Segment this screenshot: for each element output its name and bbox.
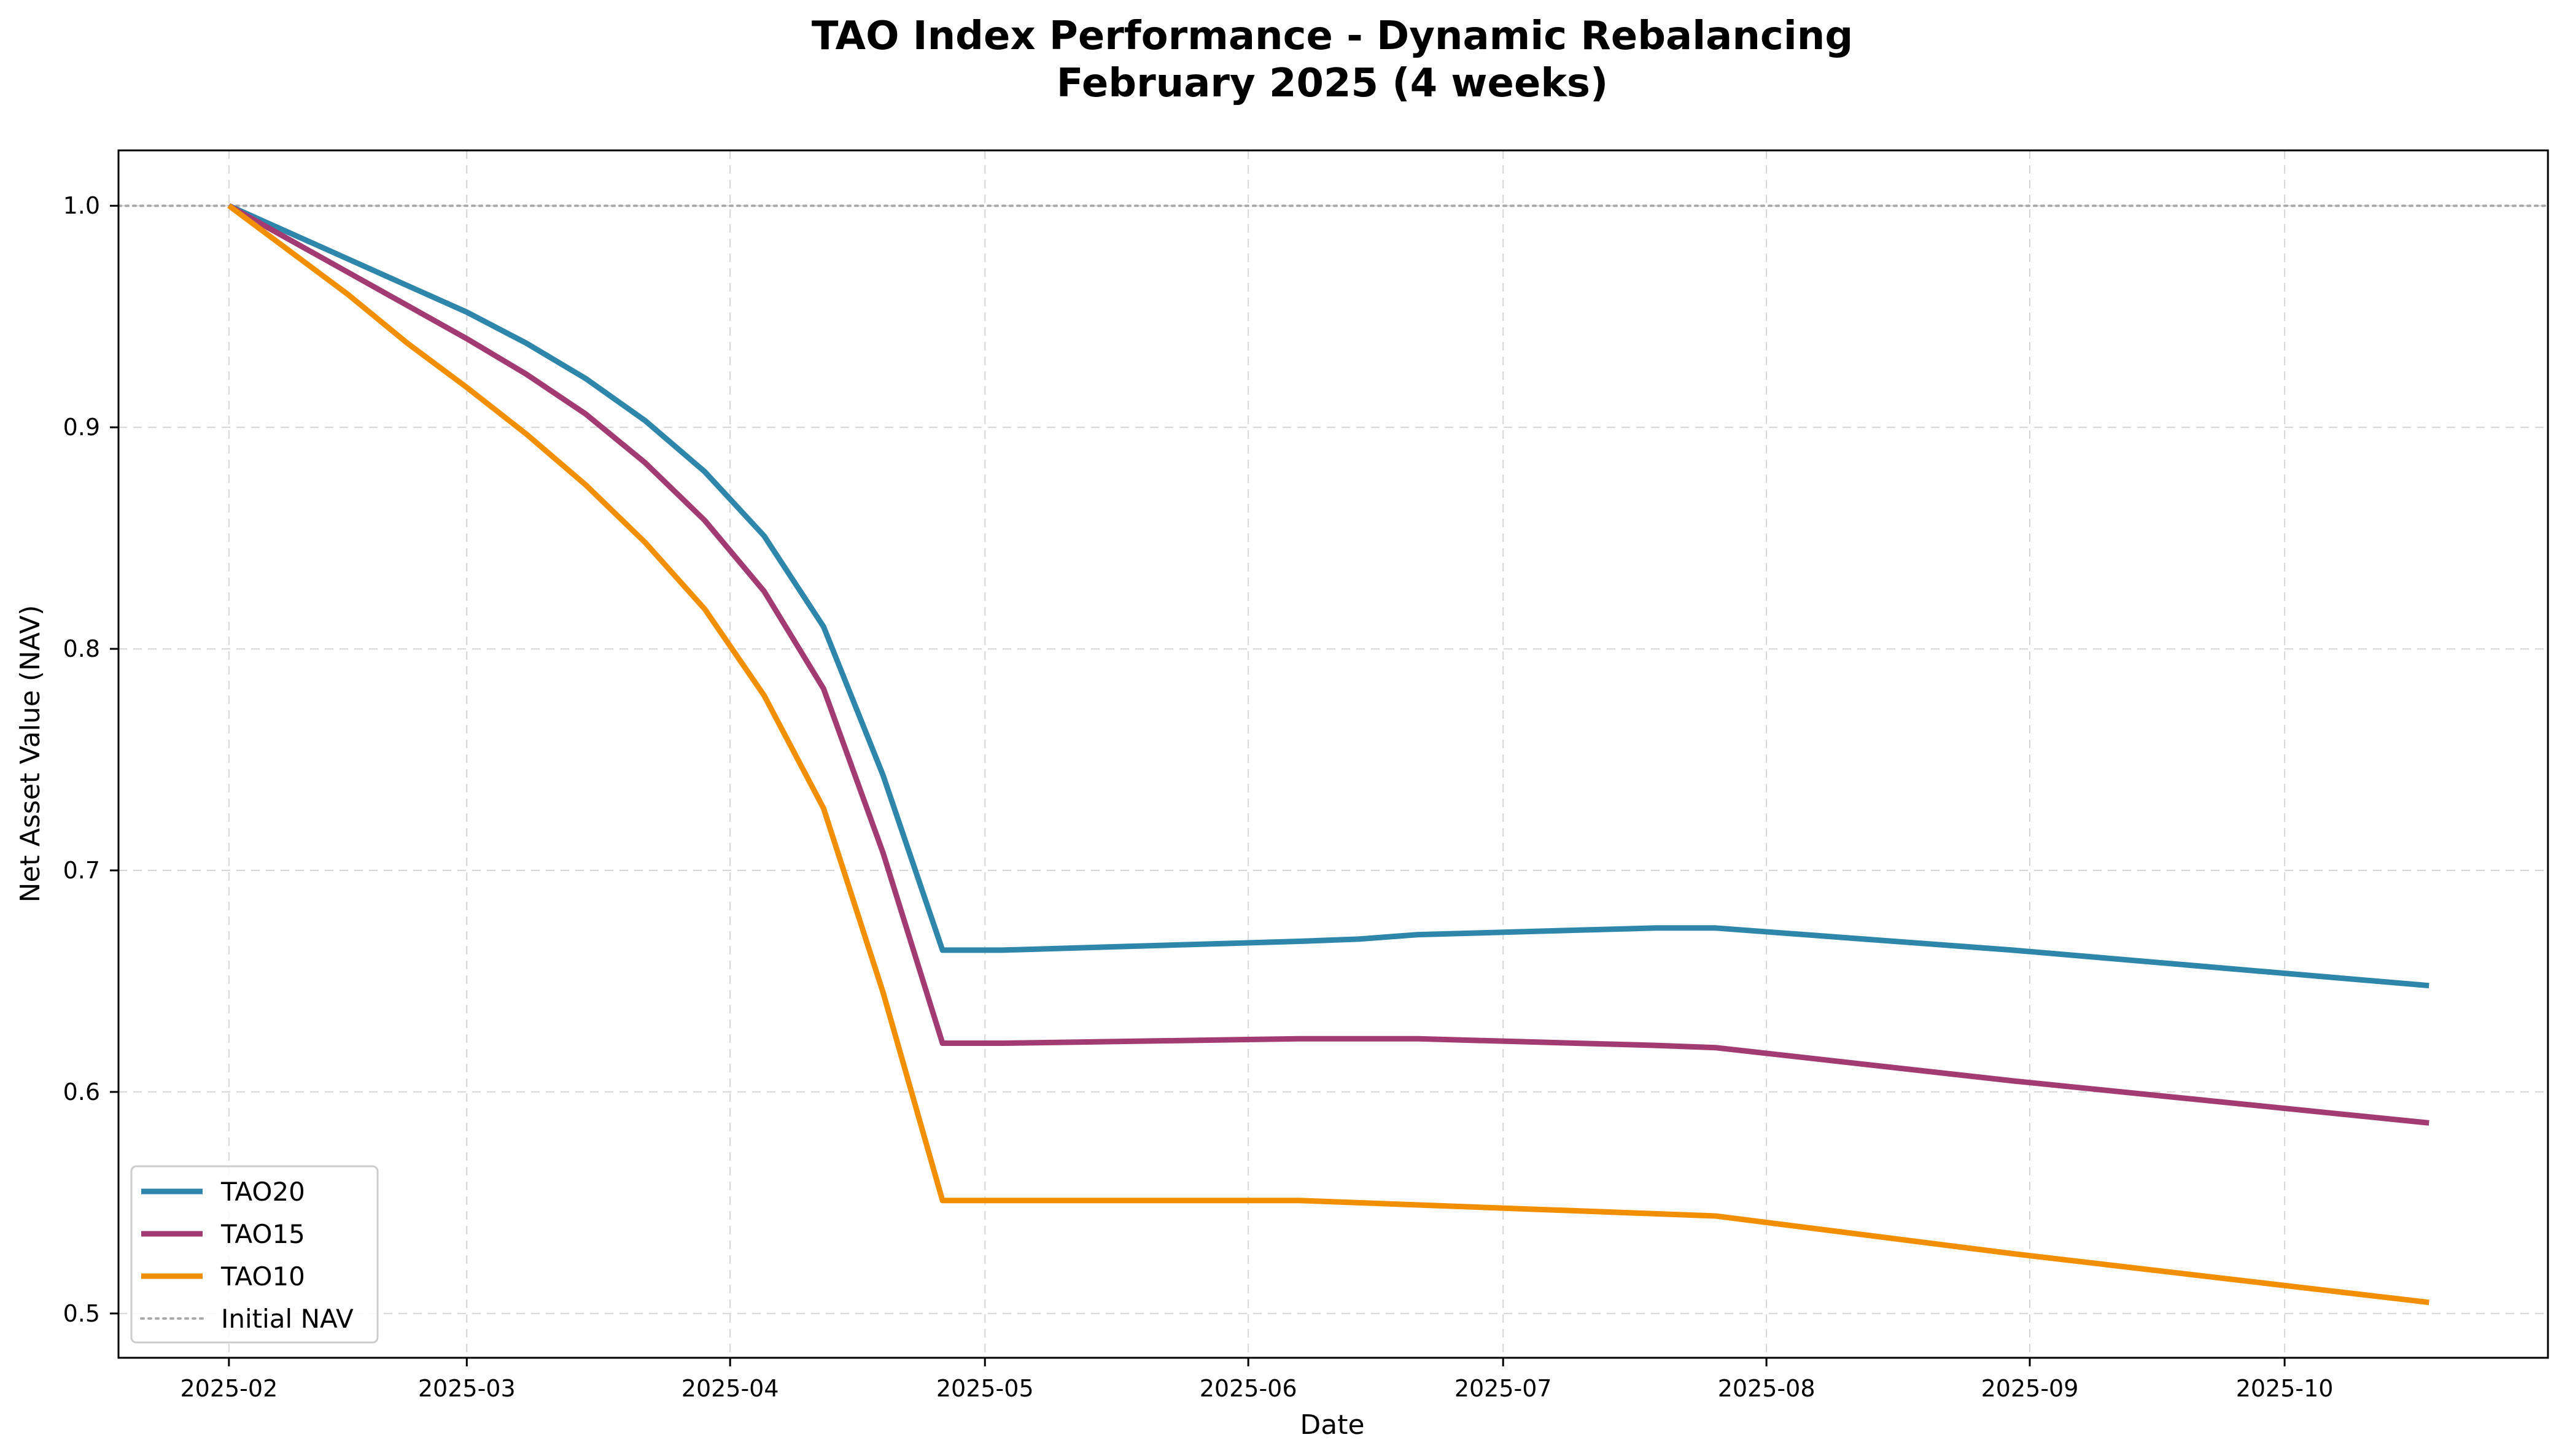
legend-label-tao15: TAO15: [220, 1219, 305, 1249]
x-tick-label: 2025-02: [180, 1375, 278, 1402]
y-tick-label: 0.7: [63, 857, 100, 884]
legend-label-tao20: TAO20: [220, 1177, 305, 1207]
legend: TAO20 TAO15 TAO10 Initial NAV: [130, 1165, 379, 1344]
x-tick-label: 2025-04: [681, 1375, 779, 1402]
x-tick-label: 2025-07: [1454, 1375, 1552, 1402]
y-axis-label: Net Asset Value (NAV): [15, 605, 46, 903]
x-tick-label: 2025-10: [2236, 1375, 2334, 1402]
y-tick-label: 0.5: [63, 1300, 100, 1327]
ticks: 2025-02 2025-03 2025-04 2025-05 2025-06 2025-…: [63, 192, 2334, 1402]
x-tick-label: 2025-05: [936, 1375, 1034, 1402]
legend-label-initial-nav: Initial NAV: [221, 1304, 354, 1334]
grid: [118, 150, 2548, 1358]
x-axis-label: Date: [1300, 1409, 1364, 1441]
x-tick-label: 2025-09: [1981, 1375, 2079, 1402]
series-group: [227, 203, 2429, 1306]
x-tick-label: 2025-06: [1200, 1375, 1297, 1402]
series-line-tao20: [228, 203, 2429, 989]
y-tick-label: 0.8: [63, 635, 100, 662]
chart-title: TAO Index Performance - Dynamic Rebalanc…: [812, 14, 1853, 59]
legend-label-tao10: TAO10: [220, 1261, 305, 1291]
x-tick-label: 2025-08: [1718, 1375, 1815, 1402]
y-tick-label: 0.6: [63, 1078, 100, 1106]
series-line-tao15: [227, 203, 2429, 1126]
chart-subtitle: February 2025 (4 weeks): [1057, 61, 1609, 106]
series-line-tao10: [227, 203, 2429, 1306]
legend-box: [130, 1165, 379, 1344]
y-tick-label: 1.0: [63, 192, 100, 219]
y-tick-label: 0.9: [63, 414, 100, 441]
x-tick-label: 2025-03: [418, 1375, 516, 1402]
plot-frame: [117, 149, 2549, 1359]
